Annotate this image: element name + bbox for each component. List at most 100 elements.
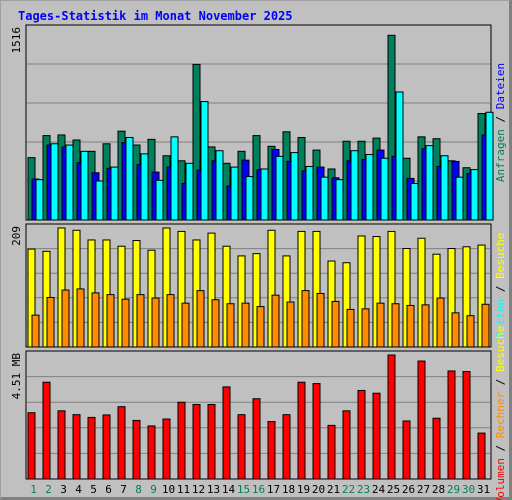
legend-part: / bbox=[494, 109, 507, 129]
bar-seiten-day-28 bbox=[440, 155, 449, 221]
chart-title: Tages-Statistik im Monat November 2025 bbox=[18, 9, 293, 23]
x-tick-label-day-22: 22 bbox=[342, 483, 355, 496]
bar-seiten-day-31 bbox=[481, 303, 490, 348]
bar-seiten-day-23 bbox=[361, 308, 370, 348]
bar-seiten-day-23 bbox=[365, 153, 374, 221]
bar-volumen-day-30 bbox=[462, 370, 471, 480]
x-tick-label-day-29: 29 bbox=[447, 483, 460, 496]
bar-seiten-day-18 bbox=[286, 301, 295, 348]
bar-seiten-day-20 bbox=[316, 292, 325, 348]
bar-volumen-day-10 bbox=[162, 418, 171, 480]
bar-seiten-day-8 bbox=[136, 294, 145, 348]
x-tick-label-day-26: 26 bbox=[402, 483, 415, 496]
bar-volumen-day-14 bbox=[222, 386, 231, 480]
bar-seiten-day-10 bbox=[166, 294, 175, 348]
x-tick-label-day-11: 11 bbox=[177, 483, 190, 496]
bar-volumen-day-2 bbox=[42, 381, 51, 480]
bar-volumen-day-29 bbox=[447, 370, 456, 480]
bar-seiten-day-3 bbox=[61, 289, 70, 348]
x-tick-label-day-17: 17 bbox=[267, 483, 280, 496]
bar-volumen-day-7 bbox=[117, 406, 126, 480]
x-tick-label-day-30: 30 bbox=[462, 483, 475, 496]
bar-seiten-day-16 bbox=[260, 168, 269, 221]
y-max-label: 1516 bbox=[10, 27, 23, 54]
panel-1: 1516 bbox=[10, 24, 494, 221]
bar-volumen-day-25 bbox=[387, 354, 396, 480]
x-tick-label-day-19: 19 bbox=[297, 483, 310, 496]
bar-seiten-day-29 bbox=[451, 312, 460, 348]
bar-seiten-day-20 bbox=[320, 176, 329, 221]
x-tick-label-day-2: 2 bbox=[45, 483, 52, 496]
bar-seiten-day-15 bbox=[245, 176, 254, 221]
bar-seiten-day-22 bbox=[350, 150, 359, 221]
bar-seiten-day-25 bbox=[395, 91, 404, 221]
bar-seiten-day-13 bbox=[215, 150, 224, 221]
bar-volumen-day-20 bbox=[312, 383, 321, 480]
x-tick-label-day-31: 31 bbox=[477, 483, 490, 496]
bar-volumen-day-1 bbox=[27, 412, 36, 480]
bar-volumen-day-23 bbox=[357, 389, 366, 480]
x-tick-label-day-13: 13 bbox=[207, 483, 220, 496]
x-tick-label-day-20: 20 bbox=[312, 483, 325, 496]
bar-seiten-day-3 bbox=[65, 144, 74, 221]
bar-volumen-day-4 bbox=[72, 414, 81, 480]
bar-seiten-day-8 bbox=[140, 153, 149, 221]
bar-seiten-day-14 bbox=[226, 303, 235, 348]
bar-seiten-day-11 bbox=[181, 302, 190, 348]
bar-seiten-day-22 bbox=[346, 308, 355, 348]
legend-part: / bbox=[494, 279, 507, 299]
bar-seiten-day-13 bbox=[211, 299, 220, 348]
bar-seiten-day-12 bbox=[200, 101, 209, 221]
bar-volumen-day-26 bbox=[402, 420, 411, 480]
x-tick-label-day-24: 24 bbox=[372, 483, 386, 496]
bar-seiten-day-26 bbox=[406, 304, 415, 348]
x-tick-label-day-9: 9 bbox=[150, 483, 157, 496]
bar-seiten-day-24 bbox=[376, 302, 385, 348]
bar-volumen-day-22 bbox=[342, 410, 351, 480]
bar-volumen-day-27 bbox=[417, 360, 426, 480]
bar-seiten-day-19 bbox=[305, 165, 314, 221]
bar-volumen-day-5 bbox=[87, 416, 96, 480]
bar-seiten-day-17 bbox=[275, 155, 284, 221]
legend-part: Dateien bbox=[494, 63, 507, 109]
bar-seiten-day-29 bbox=[455, 176, 464, 221]
right-legend-label-1: Anfragen / Dateien bbox=[494, 63, 507, 182]
x-tick-label-day-6: 6 bbox=[105, 483, 112, 496]
bar-volumen-day-16 bbox=[252, 398, 261, 480]
bar-volumen-day-24 bbox=[372, 392, 381, 480]
x-tick-label-day-23: 23 bbox=[357, 483, 370, 496]
bar-volumen-day-31 bbox=[477, 432, 486, 480]
x-tick-label-day-1: 1 bbox=[30, 483, 37, 496]
x-tick-label-day-5: 5 bbox=[90, 483, 97, 496]
bar-seiten-day-9 bbox=[151, 297, 160, 348]
bar-volumen-day-13 bbox=[207, 403, 216, 480]
bar-seiten-day-12 bbox=[196, 290, 205, 348]
bar-seiten-day-4 bbox=[76, 288, 85, 348]
bar-seiten-day-17 bbox=[271, 294, 280, 348]
bar-seiten-day-27 bbox=[421, 304, 430, 348]
bar-seiten-day-6 bbox=[110, 166, 119, 221]
y-max-label: 4.51 MB bbox=[10, 353, 23, 400]
x-tick-label-day-14: 14 bbox=[222, 483, 236, 496]
bar-volumen-day-17 bbox=[267, 421, 276, 480]
panel-2: 209 bbox=[10, 223, 492, 348]
bar-volumen-day-21 bbox=[327, 424, 336, 480]
x-tick-label-day-27: 27 bbox=[417, 483, 430, 496]
bar-seiten-day-5 bbox=[91, 292, 100, 348]
legend-part: Anfragen bbox=[494, 129, 507, 182]
bar-seiten-day-7 bbox=[121, 298, 130, 348]
bar-seiten-day-24 bbox=[380, 157, 389, 221]
x-tick-label-day-18: 18 bbox=[282, 483, 295, 496]
bar-seiten-day-2 bbox=[50, 143, 59, 221]
x-tick-label-day-7: 7 bbox=[120, 483, 127, 496]
bar-volumen-day-12 bbox=[192, 403, 201, 480]
x-tick-label-day-12: 12 bbox=[192, 483, 205, 496]
right-legend-label-2: Seiten / Besuche bbox=[494, 233, 507, 339]
legend-part: Seiten bbox=[494, 299, 507, 339]
bar-volumen-day-15 bbox=[237, 414, 246, 480]
legend-part: / bbox=[494, 372, 507, 392]
bar-volumen-day-11 bbox=[177, 401, 186, 480]
bar-seiten-day-21 bbox=[331, 300, 340, 348]
bar-volumen-day-8 bbox=[132, 419, 141, 480]
